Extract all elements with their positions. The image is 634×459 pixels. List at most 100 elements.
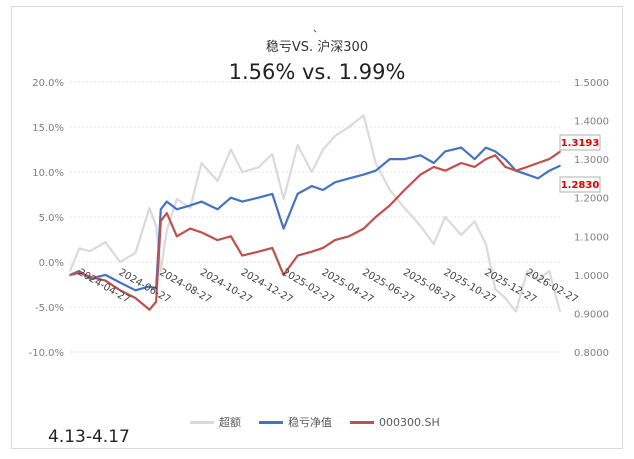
series-point-1	[526, 173, 529, 176]
series-point-2	[419, 173, 422, 176]
series-point-2	[322, 247, 324, 249]
series-point-0	[241, 171, 243, 173]
series-point-0	[89, 250, 91, 252]
series-point-0	[515, 310, 517, 313]
series-point-1	[282, 227, 285, 230]
y-right-tick-label: 0.9000	[574, 309, 609, 320]
series-point-0	[537, 279, 539, 281]
series-point-2	[362, 227, 365, 230]
series-point-0	[119, 261, 121, 263]
series-point-2	[148, 308, 151, 311]
series-point-1	[166, 200, 168, 203]
series-point-0	[334, 135, 336, 137]
series-point-0	[362, 114, 365, 117]
date-range-label: 4.13-4.17	[48, 427, 130, 447]
series-point-0	[485, 243, 487, 245]
y-left-tick-label: -5.0%	[35, 303, 64, 314]
series-point-0	[348, 126, 350, 128]
series-point-1	[78, 270, 81, 272]
series-point-0	[494, 288, 497, 290]
series-point-2	[348, 235, 350, 238]
series-point-2	[89, 276, 91, 278]
series-point-0	[78, 247, 81, 250]
series-point-2	[485, 158, 487, 160]
series-point-2	[271, 247, 274, 249]
series-point-2	[526, 166, 529, 168]
series-point-2	[559, 150, 561, 153]
series-point-0	[374, 162, 377, 164]
series-point-2	[389, 204, 391, 207]
series-point-2	[334, 239, 336, 241]
series-point-2	[166, 212, 168, 214]
series-point-2	[403, 189, 406, 191]
y-left-tick-label: 5.0%	[39, 213, 64, 224]
series-point-1	[200, 200, 203, 203]
series-point-1	[485, 146, 487, 149]
series-point-2	[537, 162, 539, 164]
legend-swatch-excess	[190, 420, 214, 424]
series-point-2	[282, 274, 285, 276]
legend-item-fund: 稳亏净值	[259, 414, 332, 430]
series-point-1	[559, 164, 561, 167]
series-point-1	[134, 289, 137, 292]
series-point-2	[548, 158, 551, 160]
legend-label-excess: 超额	[219, 416, 241, 429]
series-point-2	[78, 272, 81, 274]
series-point-2	[104, 279, 107, 282]
series-point-1	[296, 193, 299, 195]
series-point-1	[348, 177, 350, 180]
series-point-0	[444, 216, 447, 218]
y-right-tick-label: 1.3000	[574, 155, 609, 166]
series-point-2	[230, 235, 232, 238]
series-point-1	[504, 158, 507, 160]
series-point-1	[119, 281, 121, 284]
series-point-0	[176, 198, 178, 200]
series-point-2	[176, 235, 178, 238]
series-point-0	[473, 220, 476, 223]
series-point-1	[176, 208, 178, 211]
y-left-tick-label: -10.0%	[29, 348, 64, 359]
series-point-1	[374, 169, 377, 172]
series-point-0	[310, 171, 313, 173]
series-point-0	[160, 270, 162, 272]
series-point-0	[155, 225, 157, 227]
series-point-1	[334, 181, 336, 184]
y-left-tick-label: 0.0%	[39, 258, 64, 269]
series-point-2	[69, 274, 71, 276]
series-point-2	[189, 227, 191, 230]
series-point-0	[257, 166, 260, 169]
series-point-0	[216, 180, 219, 182]
series-point-2	[460, 162, 463, 164]
series-point-2	[374, 216, 377, 218]
series-point-0	[322, 148, 324, 151]
series-point-2	[444, 169, 447, 172]
header-mark: 、	[313, 24, 323, 35]
series-point-2	[155, 301, 157, 303]
y-right-tick-label: 1.5000	[574, 78, 609, 89]
series-point-1	[389, 158, 391, 160]
series-point-1	[257, 196, 260, 199]
series-point-0	[271, 153, 274, 155]
series-point-0	[296, 144, 299, 146]
series-point-2	[119, 289, 121, 292]
series-point-1	[403, 158, 406, 160]
series-point-0	[189, 207, 191, 209]
series-point-0	[104, 241, 107, 243]
series-point-0	[526, 270, 529, 272]
series-point-2	[200, 231, 203, 234]
legend-label-index: 000300.SH	[379, 415, 440, 429]
series-point-2	[241, 254, 243, 257]
series-point-1	[104, 274, 107, 276]
series-point-0	[403, 207, 406, 209]
end-value-label: 1.2830	[561, 180, 600, 191]
series-point-1	[419, 154, 422, 157]
series-point-1	[537, 177, 539, 180]
series-point-0	[389, 189, 391, 191]
legend-swatch-fund	[259, 420, 283, 424]
end-label-box	[559, 134, 601, 151]
series-point-1	[444, 150, 447, 153]
series-point-0	[148, 207, 151, 209]
chart-title: 稳亏VS. 沪深300	[265, 40, 369, 55]
series-point-0	[460, 234, 463, 236]
